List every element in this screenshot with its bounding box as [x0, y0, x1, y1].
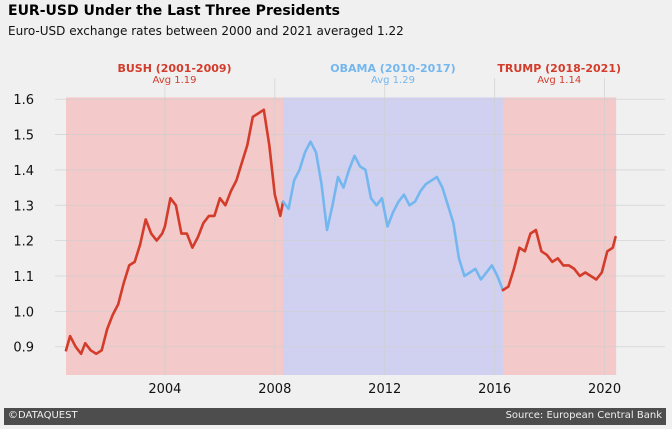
y-tick-label-1: 1.0 [13, 305, 34, 320]
series-line-2 [501, 228, 617, 292]
x-tick-label-2: 2012 [368, 382, 401, 397]
x-tick-label-3: 2016 [478, 382, 511, 397]
period-band-2 [502, 97, 616, 376]
grid-lines [55, 78, 665, 375]
y-tick-label-3: 1.2 [13, 235, 34, 250]
period-avg-label-0: Avg 1.19 [153, 75, 197, 86]
y-tick-label-0: 0.9 [13, 341, 34, 356]
y-tick-label-4: 1.3 [13, 199, 34, 214]
x-tick-label-0: 2004 [148, 382, 181, 397]
y-tick-label-2: 1.1 [13, 270, 34, 285]
period-label-1: OBAMA (2010-2017) [330, 62, 455, 75]
period-label-0: BUSH (2001-2009) [117, 62, 231, 75]
x-tick-label-1: 2008 [258, 382, 291, 397]
y-tick-label-5: 1.4 [13, 164, 34, 179]
period-avg-label-1: Avg 1.29 [371, 75, 415, 86]
series-line-0 [64, 108, 285, 356]
period-avg-label-2: Avg 1.14 [537, 75, 581, 86]
chart-svg: 0.9 1.0 1.1 1.2 1.3 1.4 1.5 1.6 2004 2008 2012 2016… [13, 62, 665, 397]
y-tick-label-6: 1.5 [13, 129, 34, 144]
y-tick-label-7: 1.6 [13, 93, 34, 108]
footer-bar: ©DATAQUEST Source: European Central Bank [4, 408, 666, 425]
series-lines [64, 108, 617, 356]
period-band-1 [283, 97, 503, 376]
chart-title: EUR-USD Under the Last Three Presidents [8, 3, 340, 19]
period-band-0 [65, 97, 284, 376]
footer-credit: ©DATAQUEST [8, 410, 78, 421]
x-tick-label-4: 2020 [588, 382, 621, 397]
series-line-1 [281, 140, 505, 292]
period-labels: BUSH (2001-2009)Avg 1.19 OBAMA (2010-2017… [117, 62, 621, 86]
footer-source: Source: European Central Bank [505, 410, 662, 421]
period-bands [65, 97, 617, 376]
chart-subtitle: Euro-USD exchange rates between 2000 and… [8, 24, 404, 38]
period-label-2: TRUMP (2018-2021) [497, 62, 621, 75]
tick-labels: 0.9 1.0 1.1 1.2 1.3 1.4 1.5 1.6 2004 2008 2012 2016… [13, 93, 621, 397]
